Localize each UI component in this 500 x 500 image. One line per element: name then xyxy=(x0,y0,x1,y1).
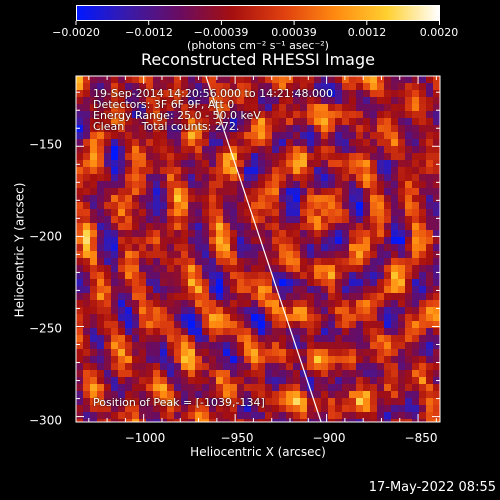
colorbar-tick-label: −0.00039 xyxy=(193,26,249,39)
colorbar-tick-label: −0.0020 xyxy=(52,26,100,39)
rhessi-image xyxy=(76,76,440,422)
y-tick-label: −150 xyxy=(29,137,62,152)
y-tick-label: −300 xyxy=(29,413,62,428)
peak-position-text: Position of Peak = [-1039,-134] xyxy=(93,396,265,409)
y-tick-label: −200 xyxy=(29,229,62,244)
time-range-text: 19-Sep-2014 14:20:56.000 to 14:21:48.000 xyxy=(93,87,333,100)
plot-title: Reconstructed RHESSI Image xyxy=(141,50,375,69)
x-tick-label: −900 xyxy=(312,431,346,445)
colorbar xyxy=(76,5,440,21)
colorbar-tick-label: 0.00039 xyxy=(271,26,317,39)
x-axis-label: Heliocentric X (arcsec) xyxy=(190,445,326,459)
x-tick-label: −850 xyxy=(404,431,438,445)
colorbar-ticks xyxy=(75,21,440,25)
x-tick-label: −1000 xyxy=(124,431,166,445)
detectors-text: Detectors: 3F 6F 9F, Att 0 xyxy=(93,98,235,111)
y-axis-label: Heliocentric Y (arcsec) xyxy=(12,182,27,318)
footer-timestamp: 17-May-2022 08:55 xyxy=(368,480,496,495)
solar-limb-line xyxy=(205,75,322,423)
colorbar-tick-label: −0.0012 xyxy=(125,26,173,39)
colorbar-tick-label: 0.0020 xyxy=(419,26,459,39)
colorbar-tick-label: 0.0012 xyxy=(347,26,387,39)
clean-counts-text: Clean Total counts: 272. xyxy=(93,120,240,133)
energy-range-text: Energy Range: 25.0 - 50.0 keV xyxy=(93,109,261,122)
colorbar-units: (photons cm⁻² s⁻¹ asec⁻²) xyxy=(187,39,329,52)
x-tick-label: −950 xyxy=(220,431,254,445)
plot-frame xyxy=(75,75,441,423)
y-tick-label: −250 xyxy=(29,321,62,336)
